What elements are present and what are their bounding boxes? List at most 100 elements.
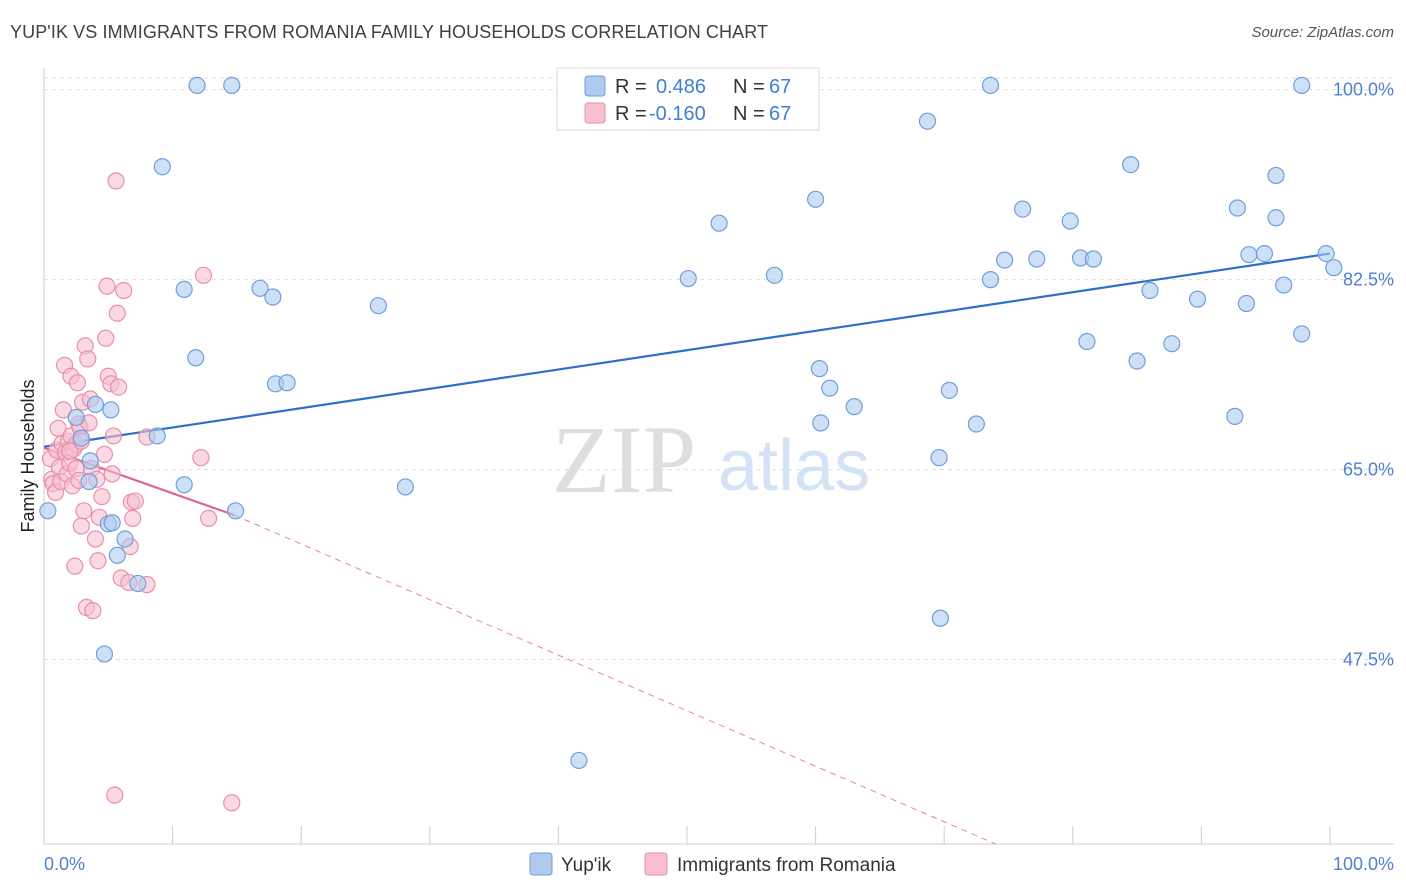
data-point-yupik	[679, 269, 697, 288]
data-point-yupik	[570, 751, 588, 770]
data-point-yupik	[103, 514, 121, 532]
data-point-yupik	[1061, 212, 1079, 230]
legend-r-value-romania: -0.160	[649, 103, 706, 125]
data-point-yupik	[1317, 244, 1335, 263]
data-point-yupik	[1084, 250, 1102, 268]
data-point-yupik	[981, 271, 1000, 289]
data-point-yupik	[1293, 325, 1311, 343]
legend-swatch-yupik	[584, 75, 606, 97]
data-point-romania	[54, 401, 72, 419]
legend-r-label-yupik: R =	[615, 76, 647, 98]
data-point-yupik	[930, 449, 948, 467]
data-point-yupik	[1028, 250, 1046, 268]
data-point-romania	[106, 786, 124, 804]
gridlines	[44, 77, 1394, 660]
data-point-romania	[97, 329, 115, 347]
data-point-romania	[192, 449, 210, 467]
data-point-romania	[89, 552, 107, 570]
data-point-yupik	[1267, 166, 1285, 185]
data-point-yupik	[175, 280, 193, 299]
legend-swatch-romania	[584, 102, 606, 124]
data-point-yupik	[1014, 200, 1032, 218]
data-point-yupik	[251, 279, 269, 297]
data-point-yupik	[396, 478, 414, 496]
legend: R = 0.486 N = 67 R = -0.160 N = 67	[556, 67, 820, 131]
data-point-yupik	[81, 452, 99, 470]
data-point-yupik	[1128, 352, 1146, 370]
yupik-points	[39, 76, 1343, 770]
chart-title: YUP'IK VS IMMIGRANTS FROM ROMANIA FAMILY…	[10, 22, 769, 42]
y-tick-label: 65.0%	[1343, 460, 1394, 480]
data-point-yupik	[981, 76, 1000, 94]
watermark-atlas: atlas	[718, 426, 870, 506]
data-point-romania	[68, 374, 87, 392]
data-point-romania	[223, 794, 241, 812]
bottom-legend-swatch-yupik	[529, 852, 553, 876]
data-point-romania	[126, 492, 144, 510]
data-point-romania	[103, 465, 121, 483]
data-point-yupik	[1237, 294, 1256, 313]
data-point-yupik	[1226, 407, 1244, 425]
trend-line-yupik	[43, 252, 1331, 448]
data-point-yupik	[940, 381, 958, 399]
data-point-yupik	[918, 112, 937, 130]
data-point-romania	[84, 602, 102, 620]
data-point-romania	[98, 277, 116, 295]
data-point-yupik	[264, 288, 282, 306]
data-point-yupik	[1141, 281, 1159, 300]
data-point-romania	[200, 509, 218, 528]
bottom-legend-label-yupik: Yup'ik	[561, 855, 612, 876]
data-point-yupik	[1240, 246, 1258, 264]
data-point-romania	[95, 445, 114, 463]
data-point-yupik	[129, 574, 147, 593]
data-point-yupik	[996, 251, 1014, 269]
data-point-romania	[104, 427, 123, 445]
data-point-yupik	[1163, 335, 1181, 353]
data-point-yupik	[188, 76, 206, 94]
legend-r-value-yupik: 0.486	[656, 76, 706, 98]
y-tick-label: 82.5%	[1343, 270, 1394, 290]
data-point-yupik	[72, 429, 90, 447]
data-point-romania	[109, 378, 128, 396]
data-point-romania	[107, 172, 125, 190]
data-point-yupik	[39, 502, 57, 520]
data-point-romania	[194, 266, 213, 284]
bottom-legend: Yup'ik Immigrants from Romania	[529, 852, 896, 876]
legend-n-value-romania: 67	[769, 103, 791, 125]
data-point-romania	[108, 304, 126, 322]
data-point-yupik	[369, 297, 387, 315]
y-tick-labels: 47.5% 65.0% 82.5% 100.0%	[1333, 80, 1394, 670]
data-point-yupik	[1267, 209, 1285, 227]
legend-n-value-yupik: 67	[769, 76, 791, 98]
data-point-yupik	[153, 158, 171, 176]
data-point-yupik	[821, 379, 839, 397]
data-point-yupik	[845, 398, 863, 416]
data-point-yupik	[102, 401, 120, 419]
data-point-yupik	[1325, 259, 1343, 277]
romania-points	[41, 172, 241, 812]
data-point-yupik	[86, 395, 105, 414]
data-point-yupik	[116, 530, 134, 548]
legend-n-label-yupik: N =	[733, 76, 765, 98]
data-point-yupik	[1275, 276, 1293, 294]
source-credit: Source: ZipAtlas.com	[1251, 24, 1394, 41]
x-tick-label-max: 100.0%	[1333, 854, 1394, 874]
data-point-yupik	[108, 546, 126, 564]
data-point-yupik	[806, 190, 825, 208]
bottom-legend-swatch-romania	[644, 852, 668, 876]
data-point-romania	[124, 509, 142, 528]
data-point-yupik	[810, 360, 829, 378]
data-point-yupik	[223, 76, 241, 94]
data-point-romania	[93, 488, 111, 506]
data-point-yupik	[187, 349, 205, 367]
data-point-yupik	[67, 408, 85, 427]
data-point-yupik	[1078, 332, 1096, 351]
x-ticks	[172, 826, 1331, 844]
bottom-legend-label-romania: Immigrants from Romania	[677, 855, 896, 876]
data-point-romania	[61, 442, 79, 460]
legend-n-label-romania: N =	[733, 103, 765, 125]
data-point-yupik	[95, 645, 114, 663]
trend-lines	[43, 252, 1331, 845]
data-point-yupik	[148, 427, 166, 445]
